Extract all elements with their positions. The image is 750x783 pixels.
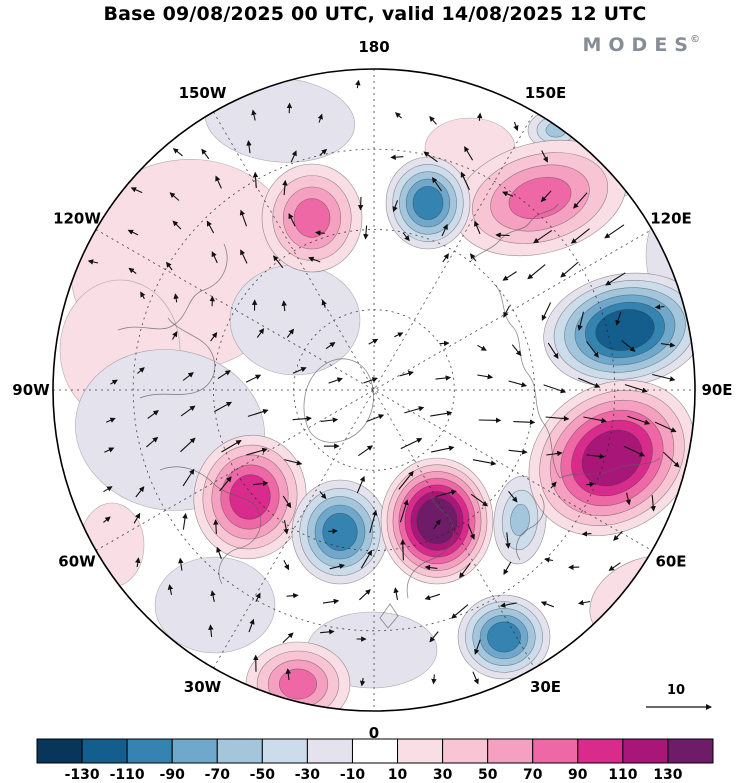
colorbar-tick-label: 10 [388,767,408,783]
lon-label: 90W [12,381,50,399]
modes-logo: MODES© [583,34,701,56]
modes-logo-text: MODES [582,34,695,56]
colorbar-tick-label: 130 [653,767,682,783]
lon-label: 120W [53,210,101,228]
lon-label: 90E [701,381,732,399]
copyright-icon: © [690,33,700,45]
lon-label: 150E [525,84,567,102]
wind-vectors [87,79,680,687]
colorbar-tick-label: 50 [478,767,498,783]
colorbar-tick-label: -90 [160,767,186,783]
lon-label: 0 [369,724,379,742]
map-interior [53,69,695,711]
colorbar-tick-label: 110 [608,767,637,783]
lon-label: 30E [530,678,561,696]
colorbar-tick-label: -110 [110,767,145,783]
colorbar-tick-label: 70 [523,767,543,783]
colorbar-tick-label: -50 [250,767,276,783]
graticule [53,69,695,711]
lon-label: 60E [655,553,686,571]
lon-label: 150W [179,84,227,102]
reference-vector-label: 10 [667,683,685,698]
lon-label: 30W [184,678,222,696]
map-border [52,68,696,712]
colorbar-tick-label: 30 [433,767,453,783]
chart-title: Base 09/08/2025 00 UTC, valid 14/08/2025… [103,3,647,25]
lon-label: 180 [358,38,389,56]
colorbar-tick-label: 90 [568,767,588,783]
colorbar-tick-label: -10 [340,767,366,783]
colorbar-tick-label: -30 [295,767,321,783]
reference-vector: 10 [646,683,712,710]
colorbar [36,738,714,764]
colorbar-tick-label: -130 [65,767,100,783]
colorbar-tick-label: -70 [205,767,231,783]
lon-label: 120E [650,210,692,228]
lon-label: 60W [58,553,96,571]
colorbar-labels: -130 -110 -90 -70 -50 -30 -10 10 30 50 70 90 110 130 [65,767,683,783]
longitude-labels: 180 150W 120W 90W 60W 30W 0 30E 60E 90E 120E 150E [12,38,732,742]
